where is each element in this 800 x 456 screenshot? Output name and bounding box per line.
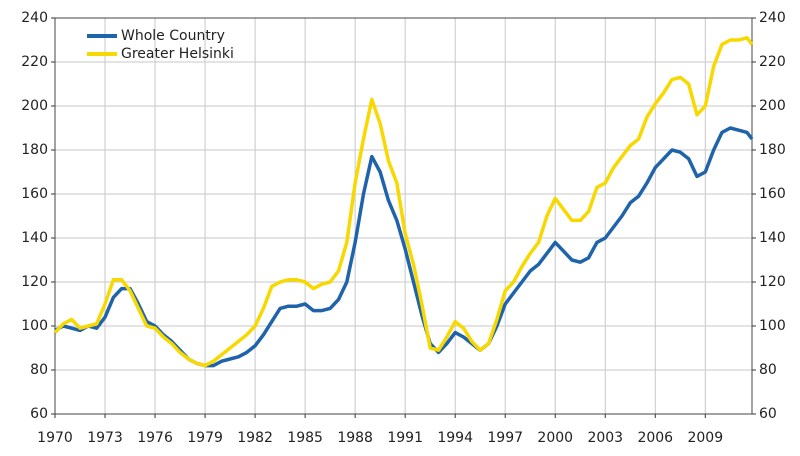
y2-tick-label: 220 [759, 54, 786, 70]
x-tick-label: 2000 [537, 430, 573, 446]
y2-tick-label: 180 [759, 142, 786, 158]
y-tick-label: 60 [30, 406, 48, 422]
y2-tick-label: 120 [759, 274, 786, 290]
y-tick-label: 240 [21, 10, 48, 26]
x-tick-label: 1991 [387, 430, 423, 446]
x-tick-label: 1970 [37, 430, 73, 446]
y2-tick-label: 160 [759, 186, 786, 202]
y-tick-label: 120 [21, 274, 48, 290]
y2-tick-label: 200 [759, 98, 786, 114]
y2-tick-label: 80 [759, 362, 777, 378]
x-tick-label: 1973 [87, 430, 123, 446]
y-tick-label: 180 [21, 142, 48, 158]
legend-label: Whole Country [121, 28, 225, 44]
x-tick-label: 1985 [287, 430, 323, 446]
y-tick-label: 100 [21, 318, 48, 334]
x-tick-label: 2009 [687, 430, 723, 446]
x-tick-label: 1997 [487, 430, 523, 446]
y-tick-label: 220 [21, 54, 48, 70]
x-tick-label: 1976 [137, 430, 173, 446]
y-tick-label: 140 [21, 230, 48, 246]
x-tick-label: 1994 [437, 430, 473, 446]
legend-label: Greater Helsinki [121, 46, 234, 62]
y-tick-label: 200 [21, 98, 48, 114]
y2-tick-label: 140 [759, 230, 786, 246]
x-tick-label: 1988 [337, 430, 373, 446]
y2-tick-label: 240 [759, 10, 786, 26]
y2-tick-label: 100 [759, 318, 786, 334]
x-tick-label: 2006 [637, 430, 673, 446]
legend: Whole Country Greater Helsinki [87, 28, 234, 62]
y-tick-label: 160 [21, 186, 48, 202]
x-tick-label: 1982 [237, 430, 273, 446]
x-tick-label: 2003 [587, 430, 623, 446]
y2-tick-label: 60 [759, 406, 777, 422]
plot-border [54, 17, 753, 415]
y-tick-label: 80 [30, 362, 48, 378]
series-line [54, 126, 754, 368]
x-tick-label: 1979 [187, 430, 223, 446]
series-line [53, 36, 754, 368]
